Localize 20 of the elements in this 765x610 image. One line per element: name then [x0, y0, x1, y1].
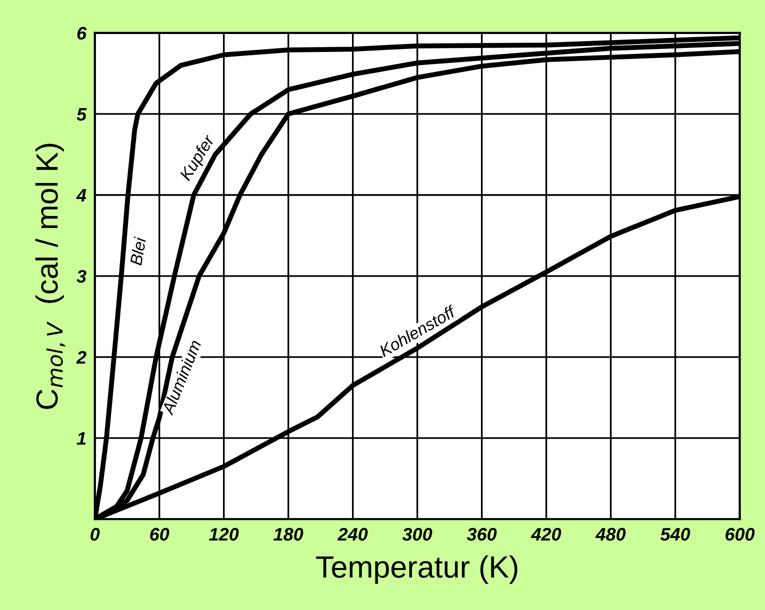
x-tick-label: 60 [150, 528, 170, 541]
y-tick-label: 6 [77, 26, 87, 40]
y-axis-title: C$_{mol,V}$ (cal / mol K) [35, 144, 66, 409]
text: Blei [129, 236, 146, 266]
x-tick-label: 480 [595, 528, 626, 541]
x-tick-label: 420 [530, 528, 562, 541]
x-tick-label: 0 [90, 528, 100, 541]
y-tick-label: 2 [76, 350, 86, 364]
x-tick-label: 600 [726, 528, 755, 541]
x-tick-label: 540 [660, 528, 690, 541]
y-tick-label: 4 [76, 189, 86, 202]
x-tick-label: 240 [337, 528, 368, 541]
x-tick-label: 360 [466, 528, 497, 541]
x-tick-label: 120 [209, 528, 239, 541]
y-tick-label: 5 [76, 108, 87, 121]
x-tick-label: 180 [274, 528, 304, 541]
x-axis-title: Temperatur (K) [316, 555, 518, 584]
x-tick-label: 300 [402, 528, 432, 541]
y-tick-label: 3 [76, 270, 86, 283]
y-tick-label: 1 [76, 432, 86, 445]
